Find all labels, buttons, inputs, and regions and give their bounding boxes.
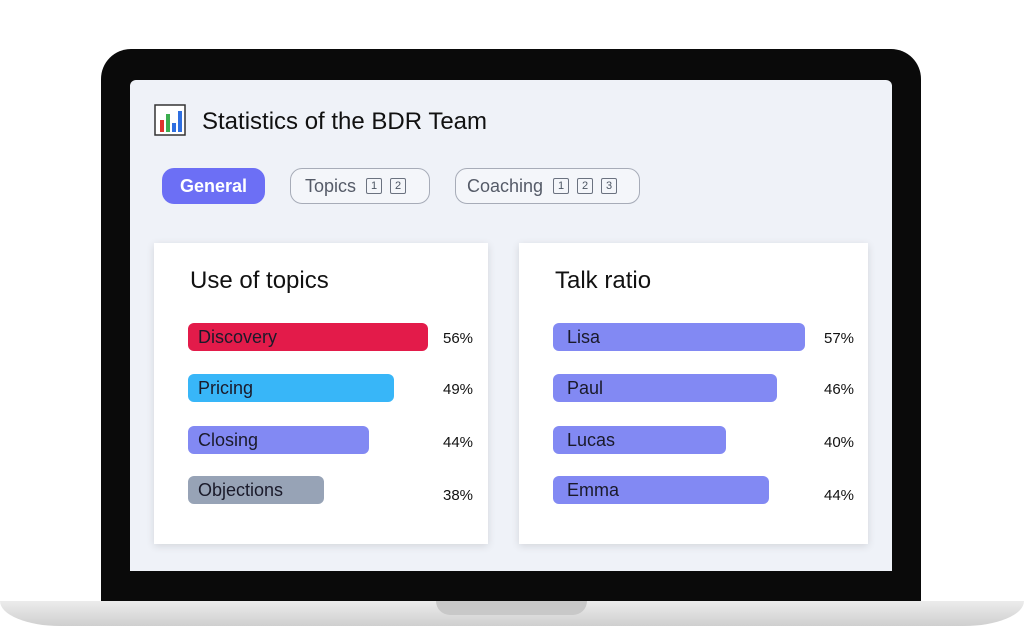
topic-bar-label: Discovery [198,326,278,347]
topic-bar-value: 56% [443,330,474,347]
talk-bar-value: 46% [824,381,855,398]
topic-bar-label: Pricing [198,377,254,398]
talk-bar-value: 57% [824,330,855,347]
topic-bar-closing: Closing [188,426,369,454]
topic-bar-value: 44% [443,434,474,451]
tab-topics-badge-2[interactable]: 2 [390,178,407,194]
app-screen: Statistics of the BDR Team General Topic… [130,80,892,571]
tab-general-label: General [179,175,248,196]
use-of-topics-card: Use of topics Discovery 56% Pricing 49% … [154,243,488,544]
tab-coaching[interactable]: Coaching 1 2 3 [455,168,640,204]
topic-bar-label: Objections [198,479,284,500]
talk-ratio-title: Talk ratio [555,267,652,294]
talk-bar-label: Emma [567,479,620,500]
talk-bar-label: Lucas [567,429,616,450]
bar-chart-icon [154,104,186,136]
tab-topics-badge-1[interactable]: 1 [366,178,383,194]
tab-coaching-label: Coaching [467,175,544,196]
talk-bar-emma: Emma [553,476,769,504]
tab-topics[interactable]: Topics 1 2 [290,168,430,204]
topic-bar-value: 49% [443,381,474,398]
page-title: Statistics of the BDR Team [202,108,487,135]
topic-bar-pricing: Pricing [188,374,394,402]
tab-coaching-badge-2[interactable]: 2 [577,178,594,194]
topic-bar-discovery: Discovery [188,323,428,351]
topic-bar-label: Closing [198,429,259,450]
talk-bar-label: Paul [567,377,604,398]
talk-bar-value: 40% [824,434,855,451]
talk-bar-value: 44% [824,487,855,504]
topic-bar-value: 38% [443,487,474,504]
tab-topics-label: Topics [305,175,357,196]
talk-bar-lisa: Lisa [553,323,805,351]
talk-bar-label: Lisa [567,326,601,347]
talk-bar-lucas: Lucas [553,426,726,454]
talk-ratio-card: Talk ratio Lisa 57% Paul 46% Lucas 40% E… [519,243,868,544]
topic-bar-objections: Objections [188,476,324,504]
tab-coaching-badge-3[interactable]: 3 [601,178,618,194]
tab-general[interactable]: General [162,168,265,204]
tab-coaching-badge-1[interactable]: 1 [553,178,570,194]
laptop-notch [436,601,587,615]
talk-bar-paul: Paul [553,374,777,402]
use-of-topics-title: Use of topics [190,267,329,294]
